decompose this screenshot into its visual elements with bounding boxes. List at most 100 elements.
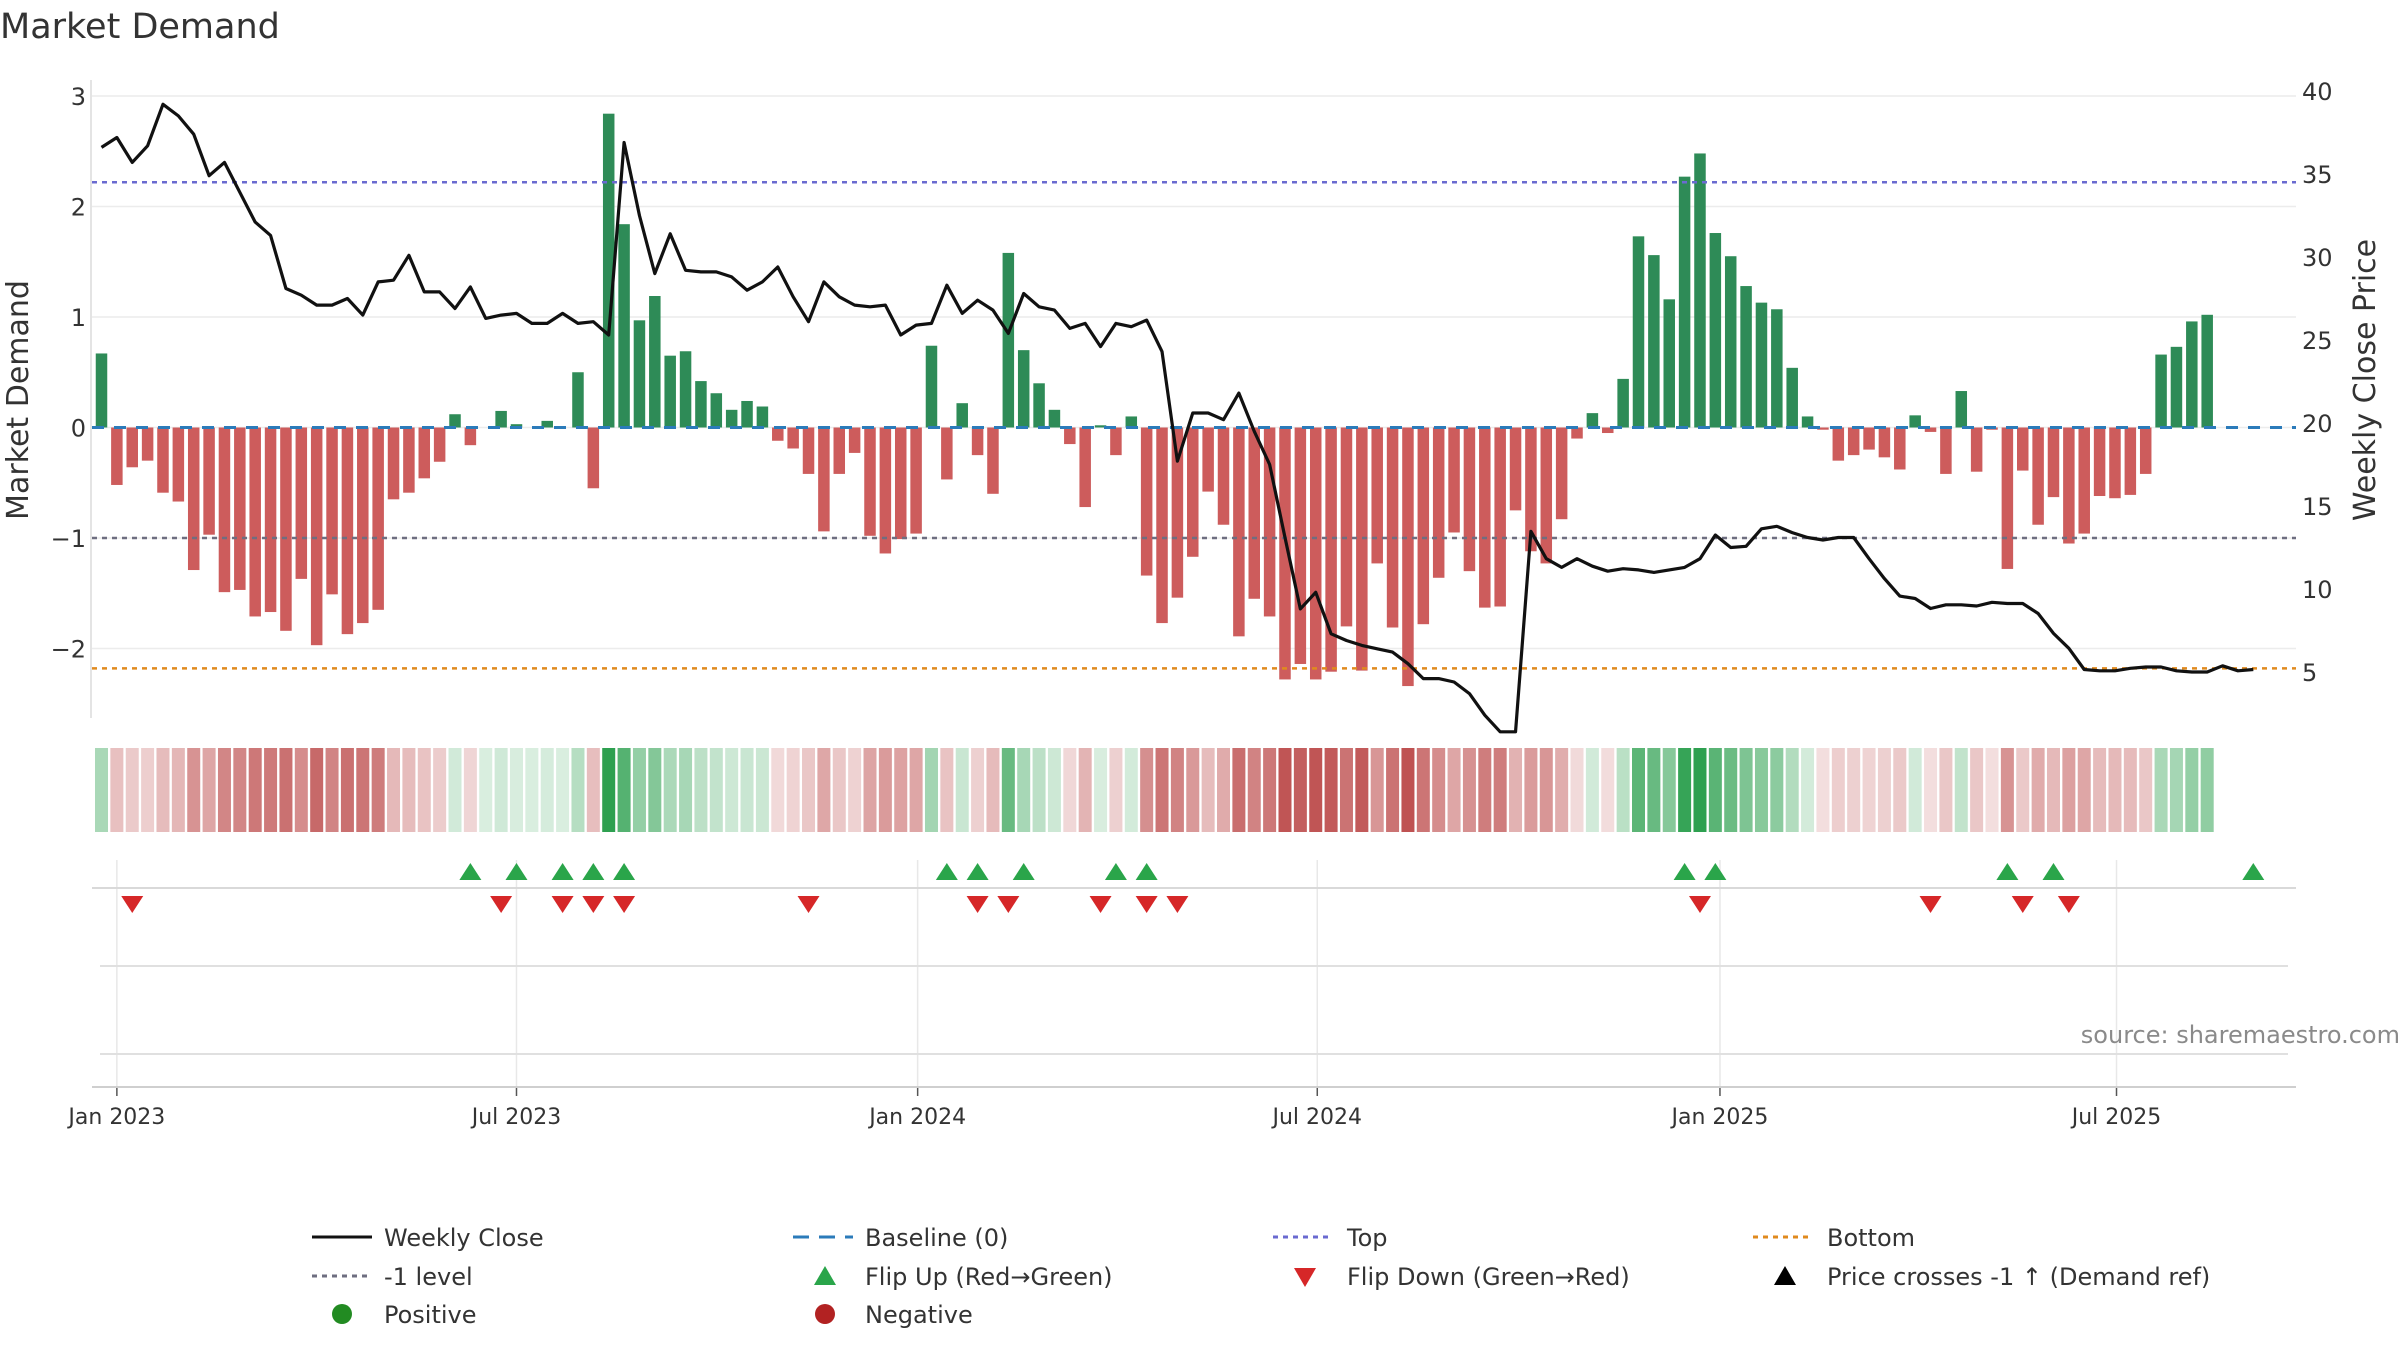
heat-strip-cell (2108, 748, 2122, 832)
heat-strip-cell (1017, 748, 1031, 832)
flip-up-marker (459, 863, 482, 880)
positive-demand-bar (664, 355, 676, 428)
heat-strip-cell (1370, 748, 1384, 832)
negative-demand-bar (203, 427, 215, 535)
negative-demand-bar (157, 427, 169, 493)
right-tick-label: 20 (2302, 410, 2333, 438)
heat-strip-cell (2046, 748, 2060, 832)
heat-strip-cell (417, 748, 431, 832)
flip-down-marker (966, 896, 989, 913)
legend-label-flip-down: Flip Down (Green→Red) (1347, 1263, 1630, 1291)
heat-strip-cell (2062, 748, 2076, 832)
positive-demand-bar (1909, 415, 1921, 428)
left-tick-label: −2 (51, 636, 86, 664)
negative-demand-bar (295, 427, 308, 579)
negative-demand-bar (1970, 427, 1983, 472)
heat-strip-cell (371, 748, 385, 832)
negative-demand-bar (372, 427, 384, 610)
legend-label-minus-one: -1 level (384, 1263, 473, 1291)
negative-demand-bar (357, 427, 369, 624)
negative-demand-bar (2032, 427, 2044, 525)
heat-strip-cell (1309, 748, 1323, 832)
negative-demand-bar (141, 427, 154, 461)
negative-demand-bar (1540, 427, 1553, 564)
positive-demand-bar (756, 406, 769, 428)
flip-down-marker (2011, 896, 2034, 913)
positive-demand-bar (618, 224, 630, 428)
negative-demand-bar (1448, 427, 1460, 533)
x-tick-label: Jan 2024 (867, 1105, 966, 1130)
heat-strip-cell (832, 748, 846, 832)
negative-demand-bar (1817, 427, 1829, 430)
negative-demand-bar (1140, 427, 1153, 576)
negative-demand-bar (1463, 427, 1476, 572)
right-tick-label: 30 (2302, 244, 2333, 272)
positive-demand-bar (710, 393, 723, 428)
negative-demand-bar (833, 427, 846, 474)
right-axis-label: Weekly Close Price (2348, 239, 2383, 521)
negative-demand-bar (1878, 427, 1891, 458)
heat-strip-cell (1339, 748, 1353, 832)
negative-demand-bar (1325, 427, 1337, 672)
heat-strip-cell (1754, 748, 1768, 832)
positive-demand-bar (1586, 413, 1599, 428)
right-tick-label: 35 (2302, 161, 2333, 189)
heat-strip-cell (1847, 748, 1861, 832)
negative-demand-bar (433, 427, 446, 462)
heat-strip-cell (802, 748, 816, 832)
heat-strip-cell (1801, 748, 1815, 832)
heat-strip-cell (1539, 748, 1553, 832)
flip-up-marker (505, 863, 528, 880)
heat-strip-cell (1462, 748, 1476, 832)
heat-strip-cell (1124, 748, 1138, 832)
flip-up-marker (1135, 863, 1158, 880)
heat-strip-cell (971, 748, 985, 832)
left-tick-label: −1 (51, 525, 86, 553)
left-axis-label: Market Demand (1, 280, 36, 520)
heat-strip-cell (433, 748, 447, 832)
heat-strip-cell (1985, 748, 1999, 832)
negative-demand-bar (1494, 427, 1506, 607)
negative-demand-bar (1847, 427, 1860, 456)
positive-demand-bar (495, 410, 507, 428)
positive-demand-bar (695, 381, 707, 428)
negative-demand-bar (1263, 427, 1276, 617)
negative-demand-bar (126, 427, 138, 468)
heat-strip-cell (141, 748, 155, 832)
flip-down-marker (1688, 896, 1711, 913)
negative-demand-bar (1371, 427, 1383, 564)
heat-strip-cell (771, 748, 785, 832)
heat-strip-cell (387, 748, 401, 832)
negative-demand-bar (1479, 427, 1491, 608)
heat-strip-cell (1939, 748, 1953, 832)
negative-demand-bar (2139, 427, 2152, 474)
positive-demand-bar (1740, 286, 1752, 428)
flip-down-marker (1919, 896, 1942, 913)
flip-down-marker (2057, 896, 2080, 913)
heat-strip-cell (1585, 748, 1599, 832)
flip-down-marker (551, 896, 574, 913)
heat-strip-cell (294, 748, 308, 832)
heat-strip-cell (448, 748, 462, 832)
negative-demand-bar (818, 427, 830, 532)
legend-item-baseline: Baseline (0) (793, 1224, 1008, 1252)
positive-demand-bar (956, 403, 968, 428)
heat-strip-cell (894, 748, 908, 832)
left-tick-label: 0 (71, 415, 86, 443)
heat-strip-cell (1155, 748, 1169, 832)
negative-demand-bar (2078, 427, 2090, 534)
weekly-close-line (100, 102, 2254, 734)
negative-demand-bar (1248, 427, 1260, 599)
heat-strip-cell (632, 748, 646, 832)
heat-strip-cell (2031, 748, 2045, 832)
heat-strip-cell (1662, 748, 1676, 832)
heat-strip-cell (233, 748, 247, 832)
heat-strip-cell (1509, 748, 1523, 832)
flip-up-marker (613, 863, 636, 880)
legend-label-flip-up: Flip Up (Red→Green) (865, 1263, 1113, 1291)
negative-demand-bar (941, 427, 953, 480)
heat-strip-cell (1739, 748, 1753, 832)
positive-demand-bar (1755, 302, 1768, 428)
